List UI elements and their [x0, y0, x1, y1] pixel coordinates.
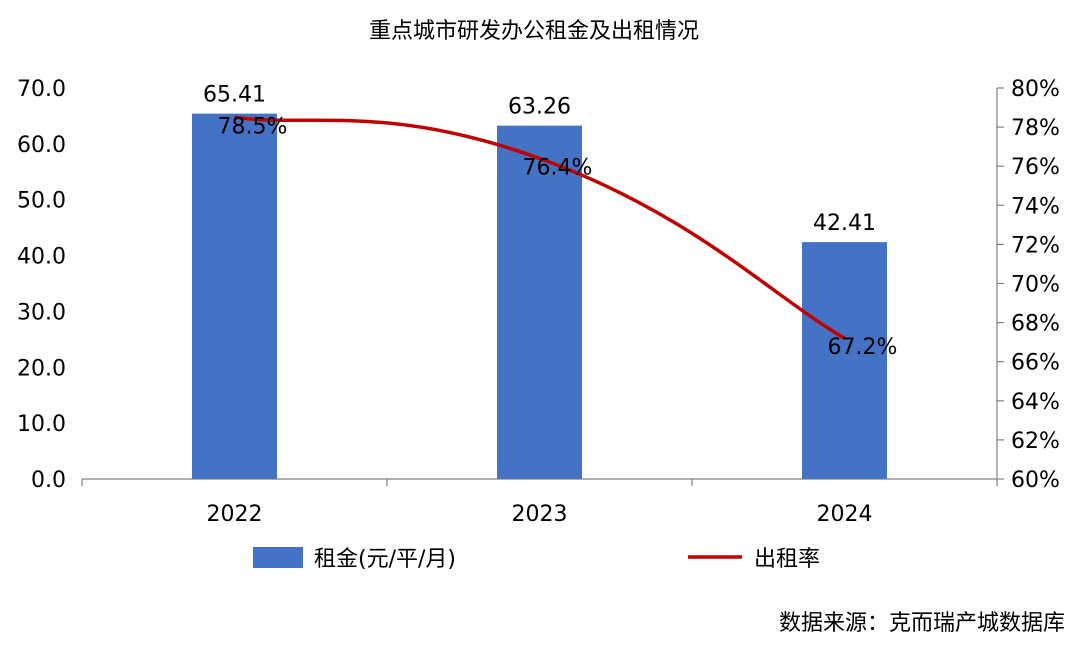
chart-title: 重点城市研发办公租金及出租情况	[369, 19, 699, 44]
y-right-tick-label: 74%	[1011, 194, 1060, 219]
y-left-tick-label: 10.0	[17, 412, 66, 437]
y-left-tick-label: 40.0	[17, 245, 66, 270]
y-right-tick-label: 66%	[1011, 351, 1060, 376]
bar	[802, 242, 887, 479]
rate-value-label: 78.5%	[218, 114, 288, 139]
rate-line	[234, 115, 846, 340]
y-right-tick-label: 68%	[1011, 312, 1060, 337]
y-right-tick-label: 64%	[1011, 390, 1060, 415]
bar	[192, 113, 277, 479]
bar-value-label: 42.41	[813, 211, 876, 236]
legend-swatch-rent	[253, 547, 303, 568]
legend-label-rate: 出租率	[754, 547, 820, 572]
y-right-tick-label: 62%	[1011, 429, 1060, 454]
y-right-tick-label: 70%	[1011, 273, 1060, 298]
legend: 租金(元/平/月) 出租率	[253, 547, 820, 572]
source-note: 数据来源：克而瑞产城数据库	[779, 611, 1065, 636]
bar-value-label: 65.41	[203, 83, 266, 108]
y-right-tick-label: 72%	[1011, 233, 1060, 258]
y-right-tick-label: 80%	[1011, 77, 1060, 102]
rate-value-label: 67.2%	[828, 335, 898, 360]
bar-value-label: 63.26	[508, 95, 571, 120]
y-right-tick-label: 76%	[1011, 155, 1060, 180]
x-tick-label: 2023	[512, 502, 568, 527]
y-left-tick-label: 20.0	[17, 356, 66, 381]
plot-area: 0.0 10.0 20.0 30.0 40.0 50.0 60.0 70.0 60% 62% 64%…	[17, 77, 1060, 527]
bar	[497, 125, 582, 480]
y-right-tick-label: 78%	[1011, 116, 1060, 141]
rate-value-label: 76.4%	[523, 155, 593, 180]
x-tick-label: 2024	[817, 502, 873, 527]
y-left-tick-label: 30.0	[17, 300, 66, 325]
y-left-tick-label: 60.0	[17, 133, 66, 158]
y-left-tick-label: 70.0	[17, 77, 66, 102]
y-right-tick-label: 60%	[1011, 468, 1060, 493]
y-left-tick-label: 50.0	[17, 189, 66, 214]
x-tick-label: 2022	[207, 502, 263, 527]
legend-label-rent: 租金(元/平/月)	[314, 547, 456, 572]
y-left-tick-label: 0.0	[31, 468, 66, 493]
